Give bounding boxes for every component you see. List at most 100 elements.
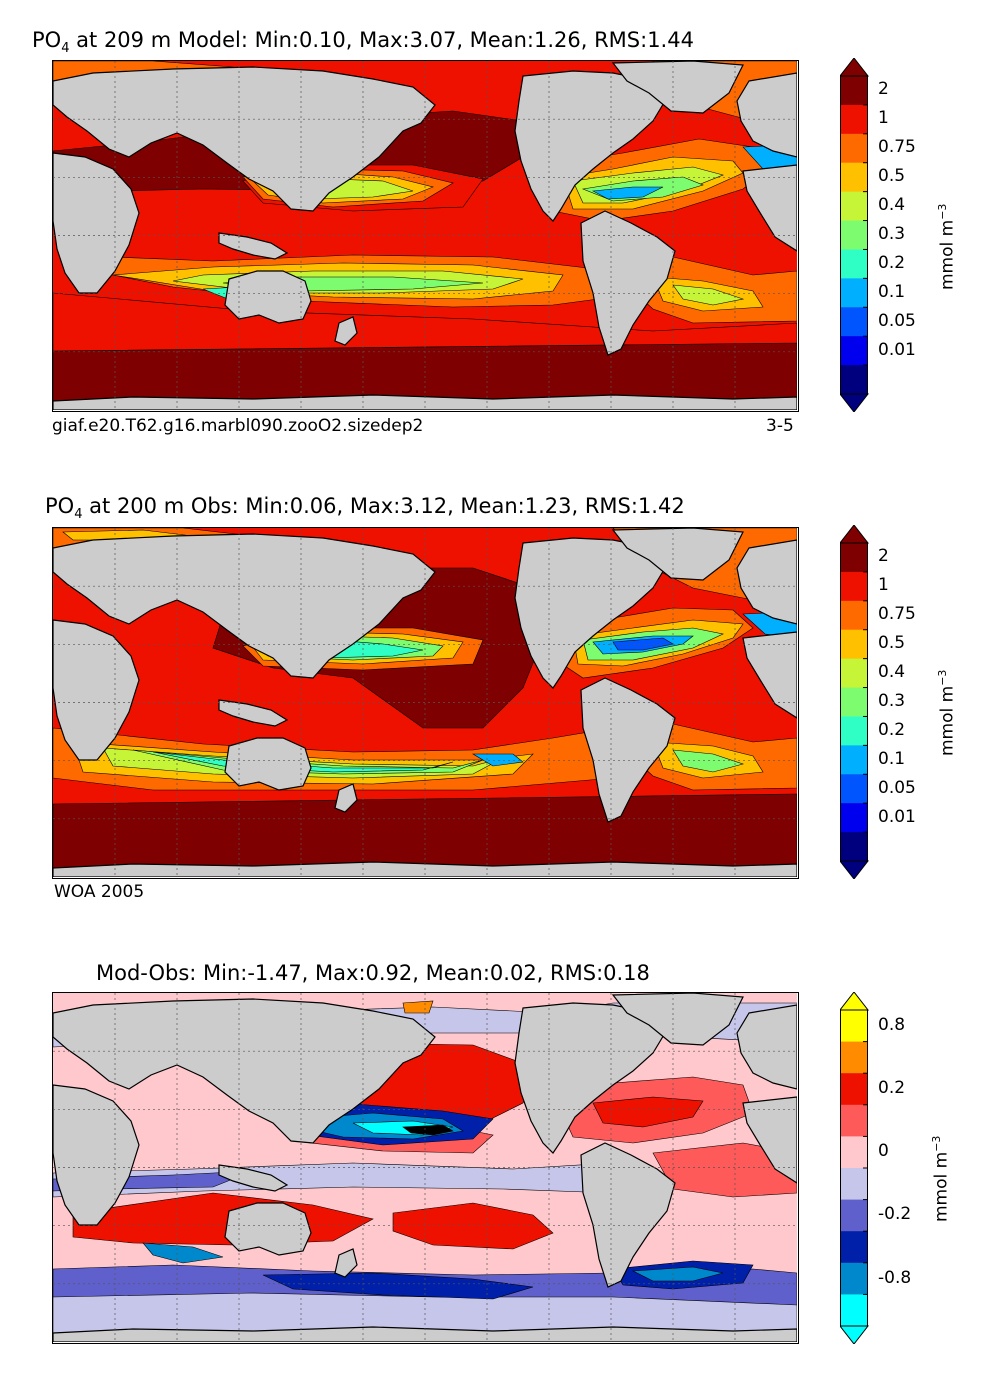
panel2-colorbar-label: 1 xyxy=(878,575,889,596)
panel3-colorbar-label: 0.8 xyxy=(878,1014,906,1035)
panel1-title-subscript: 4 xyxy=(61,41,70,56)
panel2-map xyxy=(52,527,799,879)
panel2-title: PO4 at 200 m Obs: Min:0.06, Max:3.12, Me… xyxy=(45,494,685,522)
panel1-colorbar-label: 1 xyxy=(878,108,889,129)
panel2-title-subscript: 4 xyxy=(74,507,83,522)
panel3-colorbar-swatch xyxy=(840,1104,868,1137)
panel3-land-eurasia xyxy=(53,998,436,1144)
panel1-unit-exp: −3 xyxy=(936,203,949,220)
panel2-colorbar-swatch xyxy=(840,543,868,573)
panel3-colorbar-swatch xyxy=(840,1010,868,1043)
panel1-colorbar-extend-min xyxy=(840,393,870,412)
panel1-gridlines xyxy=(53,61,797,410)
panel1-colorbar-label: 0.3 xyxy=(878,224,906,244)
panel1-land-australia xyxy=(224,270,312,324)
panel1-unit-base: mmol m xyxy=(937,219,958,290)
panel1-map xyxy=(52,60,799,412)
panel3-contour-band xyxy=(262,1272,534,1300)
panel1-map-plot xyxy=(53,61,797,410)
panel1-contour-band xyxy=(591,186,664,200)
panel1-land-greenland xyxy=(611,61,744,114)
panel1-colorbar-label: 0.05 xyxy=(878,310,916,331)
panel3-colorbar-swatch xyxy=(840,1294,868,1327)
panel2-colorbar-swatch xyxy=(840,803,868,833)
panel3-land-new-zealand xyxy=(334,1248,358,1278)
panel1-colorbar-swatch xyxy=(840,191,868,222)
panel1-colorbar-swatch xyxy=(840,104,868,135)
panel2-land-new-zealand xyxy=(334,783,358,813)
panel1-caption-left: giaf.e20.T62.g16.marbl090.zooO2.sizedep2 xyxy=(52,416,424,436)
panel1-colorbar-label: 0.4 xyxy=(878,195,906,216)
panel2-land-maritime-sea xyxy=(218,699,289,727)
panel2-colorbar-extend-min xyxy=(840,860,870,879)
panel3-land-europe xyxy=(736,1004,797,1090)
panel2-land-eurasia xyxy=(53,533,436,679)
panel2-colorbar-label: 0.05 xyxy=(878,777,916,798)
panel1-land-new-zealand xyxy=(334,316,358,346)
panel2-land-greenland xyxy=(611,528,744,581)
panel2-land-australia xyxy=(224,737,312,791)
panel1-colorbar-swatch xyxy=(840,162,868,193)
panel3-colorbar-swatch xyxy=(840,1073,868,1106)
panel3-colorbar-unit: mmol m−3 xyxy=(930,1136,952,1222)
panel1-colorbar-label: 0.75 xyxy=(878,137,916,158)
panel3-unit-exp: −3 xyxy=(930,1135,943,1152)
panel3-land-australia xyxy=(224,1202,312,1256)
panel2-land-europe xyxy=(736,539,797,625)
panel2-colorbar-swatch xyxy=(840,745,868,775)
panel1-colorbar-swatch xyxy=(840,278,868,308)
panel2-colorbar-swatch xyxy=(840,629,868,660)
panel1-land-mask xyxy=(53,61,797,410)
panel3-land-africa-east xyxy=(742,1096,797,1184)
panel2-title-variable: PO xyxy=(45,494,75,518)
panel3-colorbar-swatch xyxy=(840,1199,868,1232)
panel1-colorbar-swatch xyxy=(840,133,868,164)
panel1-caption-right: 3-5 xyxy=(766,416,794,436)
panel2-colorbar-swatch xyxy=(840,716,868,746)
panel2-colorbar-swatch xyxy=(840,600,868,631)
panel1-colorbar-label: 0.2 xyxy=(878,252,906,273)
panel2-colorbar-label: 0.3 xyxy=(878,691,906,711)
panel2-land-south-america xyxy=(580,677,676,823)
panel1-colorbar-swatch xyxy=(840,220,868,250)
panel1-colorbar-extend-max xyxy=(840,58,870,77)
panel3-title-stats: Mod-Obs: Min:-1.47, Max:0.92, Mean:0.02,… xyxy=(96,961,650,985)
panel3-land-south-america xyxy=(580,1142,676,1288)
panel1-colorbar-label: 0.01 xyxy=(878,339,916,360)
panel2-colorbar-label: 0.5 xyxy=(878,633,906,654)
panel1-colorbar-swatch xyxy=(840,365,868,395)
panel2-colorbar-swatch xyxy=(840,571,868,602)
panel1-colorbar xyxy=(840,58,870,412)
panel2-gridlines xyxy=(53,528,797,877)
panel1-land-europe xyxy=(736,72,797,158)
panel1-title: PO4 at 209 m Model: Min:0.10, Max:3.07, … xyxy=(32,28,694,56)
panel3-colorbar-label: -0.8 xyxy=(878,1267,912,1288)
panel1-title-stats: at 209 m Model: Min:0.10, Max:3.07, Mean… xyxy=(69,28,694,52)
panel2-colorbar-label: 0.75 xyxy=(878,604,916,625)
panel2-colorbar-label: 0.4 xyxy=(878,662,906,683)
panel3-colorbar-swatch xyxy=(840,1231,868,1264)
panel1-land-south-america xyxy=(580,210,676,356)
panel3-colorbar-label: -0.2 xyxy=(878,1204,912,1225)
panel2-colorbar-label: 2 xyxy=(878,546,889,567)
panel3-colorbar-extend-min xyxy=(840,1325,870,1344)
panel1-land-maritime-sea xyxy=(218,232,289,260)
panel3-contour-band xyxy=(592,1096,704,1128)
panel2-caption-left: WOA 2005 xyxy=(54,882,145,902)
panel1-colorbar-label: 0.5 xyxy=(878,166,906,187)
panel2-title-stats: at 200 m Obs: Min:0.06, Max:3.12, Mean:1… xyxy=(82,494,685,518)
panel3-colorbar-extend-max xyxy=(840,992,870,1011)
panel3-map-plot xyxy=(53,993,797,1342)
panel2-colorbar-unit: mmol m−3 xyxy=(936,670,958,756)
panel3-colorbar-swatch xyxy=(840,1168,868,1201)
panel2-contour-band xyxy=(471,753,524,767)
panel2-unit-base: mmol m xyxy=(937,685,958,756)
panel3-colorbar-swatch xyxy=(840,1041,868,1074)
panel2-colorbar-extend-max xyxy=(840,525,870,544)
panel1-colorbar-label: 2 xyxy=(878,79,889,100)
panel2-land-africa-east xyxy=(742,631,797,719)
panel1-colorbar-unit: mmol m−3 xyxy=(936,204,958,290)
panel3-unit-base: mmol m xyxy=(931,1151,952,1222)
panel2-colorbar-swatch xyxy=(840,774,868,804)
panel1-colorbar-swatch xyxy=(840,76,868,106)
